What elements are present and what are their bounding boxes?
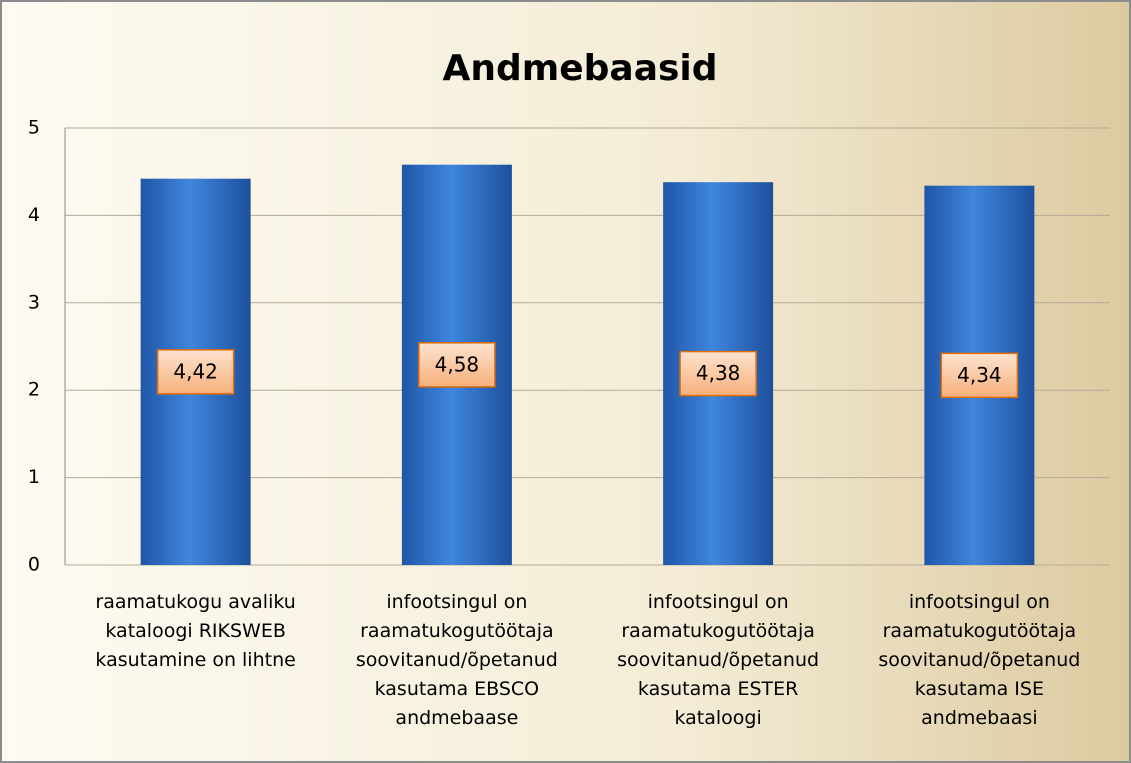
y-tick-label: 4 [28, 204, 40, 226]
value-label-box [418, 342, 496, 388]
y-tick-label: 1 [28, 466, 40, 488]
x-tick-label: infootsingul on raamatukogutöötaja soovi… [355, 591, 558, 729]
value-label: 4,38 [696, 361, 741, 385]
x-tick-label: infootsingul on raamatukogutöötaja soovi… [878, 591, 1081, 729]
value-label: 4,58 [435, 352, 480, 376]
y-tick-label: 5 [28, 117, 40, 139]
y-tick-label: 2 [28, 379, 40, 401]
value-label-box [156, 349, 235, 395]
y-tick-label: 3 [28, 291, 40, 313]
value-label-box [679, 350, 757, 397]
chart-title: Andmebaasid [442, 48, 717, 89]
value-label: 4,42 [173, 359, 218, 383]
x-tick-label: raamatukogu avaliku kataloogi RIKSWEB ka… [95, 591, 296, 671]
value-label: 4,34 [957, 363, 1002, 387]
x-tick-label: infootsingul on raamatukogutöötaja soovi… [617, 591, 820, 729]
y-tick-label: 0 [28, 554, 40, 576]
value-label-box [940, 352, 1019, 399]
